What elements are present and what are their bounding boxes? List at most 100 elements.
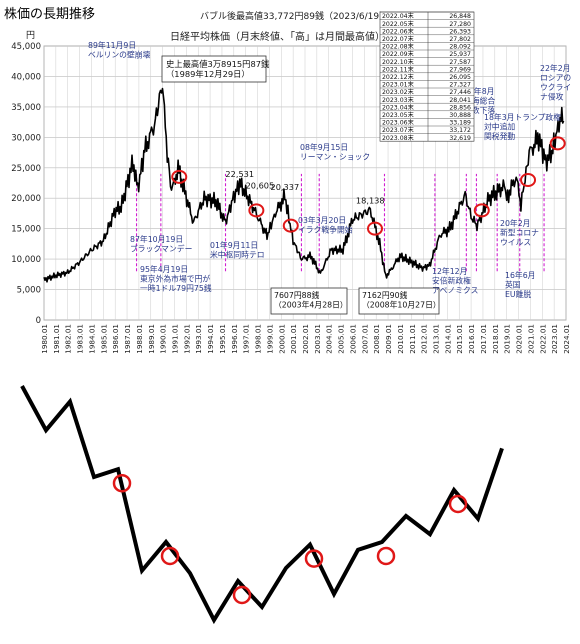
- x-tick-label: 2002.01: [301, 324, 310, 354]
- annotation-label: 15年8月上海総合指数下落: [464, 86, 495, 115]
- sketch-circle: [232, 585, 252, 605]
- y-axis-ticks: 0 5,000 10,000 15,000 20,000 25,000 30,000 35,0…: [11, 42, 41, 326]
- sketch-circle: [376, 546, 396, 566]
- circle-marker: [282, 218, 299, 233]
- x-tick-label: 1998.01: [254, 324, 263, 354]
- sketch-circle: [160, 546, 180, 566]
- annotation-label: 22年2月ロシアのウクライナ侵攻: [540, 63, 571, 102]
- sketch-chart: [20, 385, 504, 625]
- table-cell-date: 2023.02末: [382, 88, 414, 96]
- annotation-label: 95年4月19日東京外為市場で円が一時1ドル79円75銭: [140, 264, 212, 293]
- table-cell-date: 2022.04末: [382, 12, 414, 20]
- x-tick-label: 2004.01: [325, 324, 334, 354]
- x-tick-label: 2022.01: [538, 324, 547, 354]
- peak-label-box: [161, 55, 267, 83]
- x-tick-label: 1980.01: [40, 324, 49, 354]
- x-tick-label: 2011.01: [408, 324, 417, 354]
- annotation-label: 18年3月トランプ政権対中追加関税発動: [484, 112, 561, 141]
- chart-subtitle: 日経平均株価（月末終値、「高」は月間最高値）: [170, 30, 385, 43]
- x-tick-label: 1990.01: [159, 324, 168, 354]
- x-tick-label: 1999.01: [265, 324, 274, 354]
- x-tick-label: 2021.01: [526, 324, 535, 354]
- x-tick-label: 2001.01: [289, 324, 298, 354]
- table-cell-date: 2022.07末: [382, 35, 414, 43]
- x-tick-label: 2018.01: [491, 324, 500, 354]
- x-tick-label: 1981.01: [52, 324, 61, 354]
- table-cell-value: 33,189: [449, 120, 471, 127]
- x-tick-label: 2019.01: [503, 324, 512, 354]
- table-cell-date: 2023.01末: [382, 81, 414, 89]
- sketch-circle: [448, 494, 468, 514]
- table-cell-value: 28,092: [449, 44, 471, 51]
- table-cell-value: 28,041: [449, 97, 471, 104]
- table-cell-value: 27,280: [449, 21, 471, 28]
- x-tick-label: 2014.01: [443, 324, 452, 354]
- table-cell-date: 2023.04末: [382, 103, 414, 111]
- y-tick-label: 5,000: [17, 286, 41, 296]
- sketch-circle: [112, 473, 132, 493]
- table-cell-value: 28,856: [449, 104, 471, 111]
- table-cell-date: 2022.06末: [382, 27, 414, 35]
- y-tick-label: 30,000: [11, 133, 41, 143]
- table-cell-value: 27,969: [449, 66, 471, 73]
- y-tick-label: 25,000: [11, 164, 41, 174]
- table-cell-date: 2022.11末: [382, 65, 414, 73]
- x-tick-label: 1988.01: [135, 324, 144, 354]
- x-tick-label: 1996.01: [230, 324, 239, 354]
- table-cell-date: 2022.05末: [382, 20, 414, 28]
- x-tick-label: 2008.01: [372, 324, 381, 354]
- y-tick-label: 15,000: [11, 225, 41, 235]
- table-cell-value: 26,393: [449, 28, 471, 35]
- x-tick-label: 2023.01: [550, 324, 559, 354]
- table-cell-value: 33,172: [449, 127, 471, 134]
- table-cell-date: 2023.05末: [382, 111, 414, 119]
- x-tick-label: 2012.01: [420, 324, 429, 354]
- table-frame: [379, 11, 475, 142]
- circle-marker: [520, 172, 537, 187]
- annotation-labels: 史上最高値3万8915円87銭（1989年12月29日） 22,531 20,605…: [88, 40, 571, 315]
- circle-marker: [366, 221, 383, 236]
- annotation-label: 89年11月9日ベルリンの壁崩壊: [88, 40, 151, 60]
- sketch-line: [20, 385, 504, 625]
- y-tick-label: 35,000: [11, 103, 41, 113]
- x-tick-label: 2006.01: [348, 324, 357, 354]
- x-tick-label: 2000.01: [277, 324, 286, 354]
- annotation-label: 01年9月11日米中枢同時テロ: [210, 240, 265, 260]
- x-tick-label: 2017.01: [479, 324, 488, 354]
- x-tick-label: 2003.01: [313, 324, 322, 354]
- annotation-label: 16年6月英国 EU離脱: [505, 270, 535, 299]
- y-tick-label: 45,000: [11, 42, 41, 52]
- point-label: 22,531: [225, 169, 254, 179]
- x-tick-label: 1992.01: [182, 324, 191, 354]
- x-axis-ticks: 1980.01 1981.01 1982.01 1983.01 1984.01 1985.…: [40, 324, 571, 354]
- y-axis-unit: 円: [26, 30, 35, 41]
- x-tick-label: 2007.01: [360, 324, 369, 354]
- table-cell-date: 2023.08末: [382, 134, 414, 142]
- y-tick-label: 20,000: [11, 194, 41, 204]
- annotation-label: 03年3月20日イラク戦争開始: [298, 215, 353, 235]
- table-cell-date: 2022.10末: [382, 58, 414, 66]
- x-tick-label: 2016.01: [467, 324, 476, 354]
- price-series: [43, 87, 565, 283]
- price-line: [43, 87, 565, 283]
- table-cell-value: 27,587: [449, 59, 471, 66]
- y-tick-label: 10,000: [11, 255, 41, 265]
- point-label: 20,605: [246, 181, 275, 191]
- x-tick-label: 1994.01: [206, 324, 215, 354]
- x-tick-label: 2009.01: [384, 324, 393, 354]
- annotation-label: 20年2月新型コロナウイルス: [500, 218, 539, 247]
- table-cell-date: 2023.07末: [382, 126, 414, 134]
- point-label: 20,337: [271, 182, 300, 192]
- annotation-label: 87年10月19日ブラックマンデー: [130, 234, 192, 254]
- peak-label: 史上最高値3万8915円87銭（1989年12月29日）: [166, 59, 270, 79]
- table-cell-date: 2022.09末: [382, 50, 414, 58]
- annotation-box: [270, 287, 348, 315]
- x-tick-label: 1984.01: [87, 324, 96, 354]
- annotation-label: 7607円88銭（2003年4月28日）: [274, 290, 348, 310]
- sketch-circle: [304, 549, 324, 568]
- table-cell-value: 32,619: [449, 135, 471, 142]
- circle-marker: [248, 203, 265, 218]
- annotation-label: 08年9月15日リーマン・ショック: [300, 142, 370, 162]
